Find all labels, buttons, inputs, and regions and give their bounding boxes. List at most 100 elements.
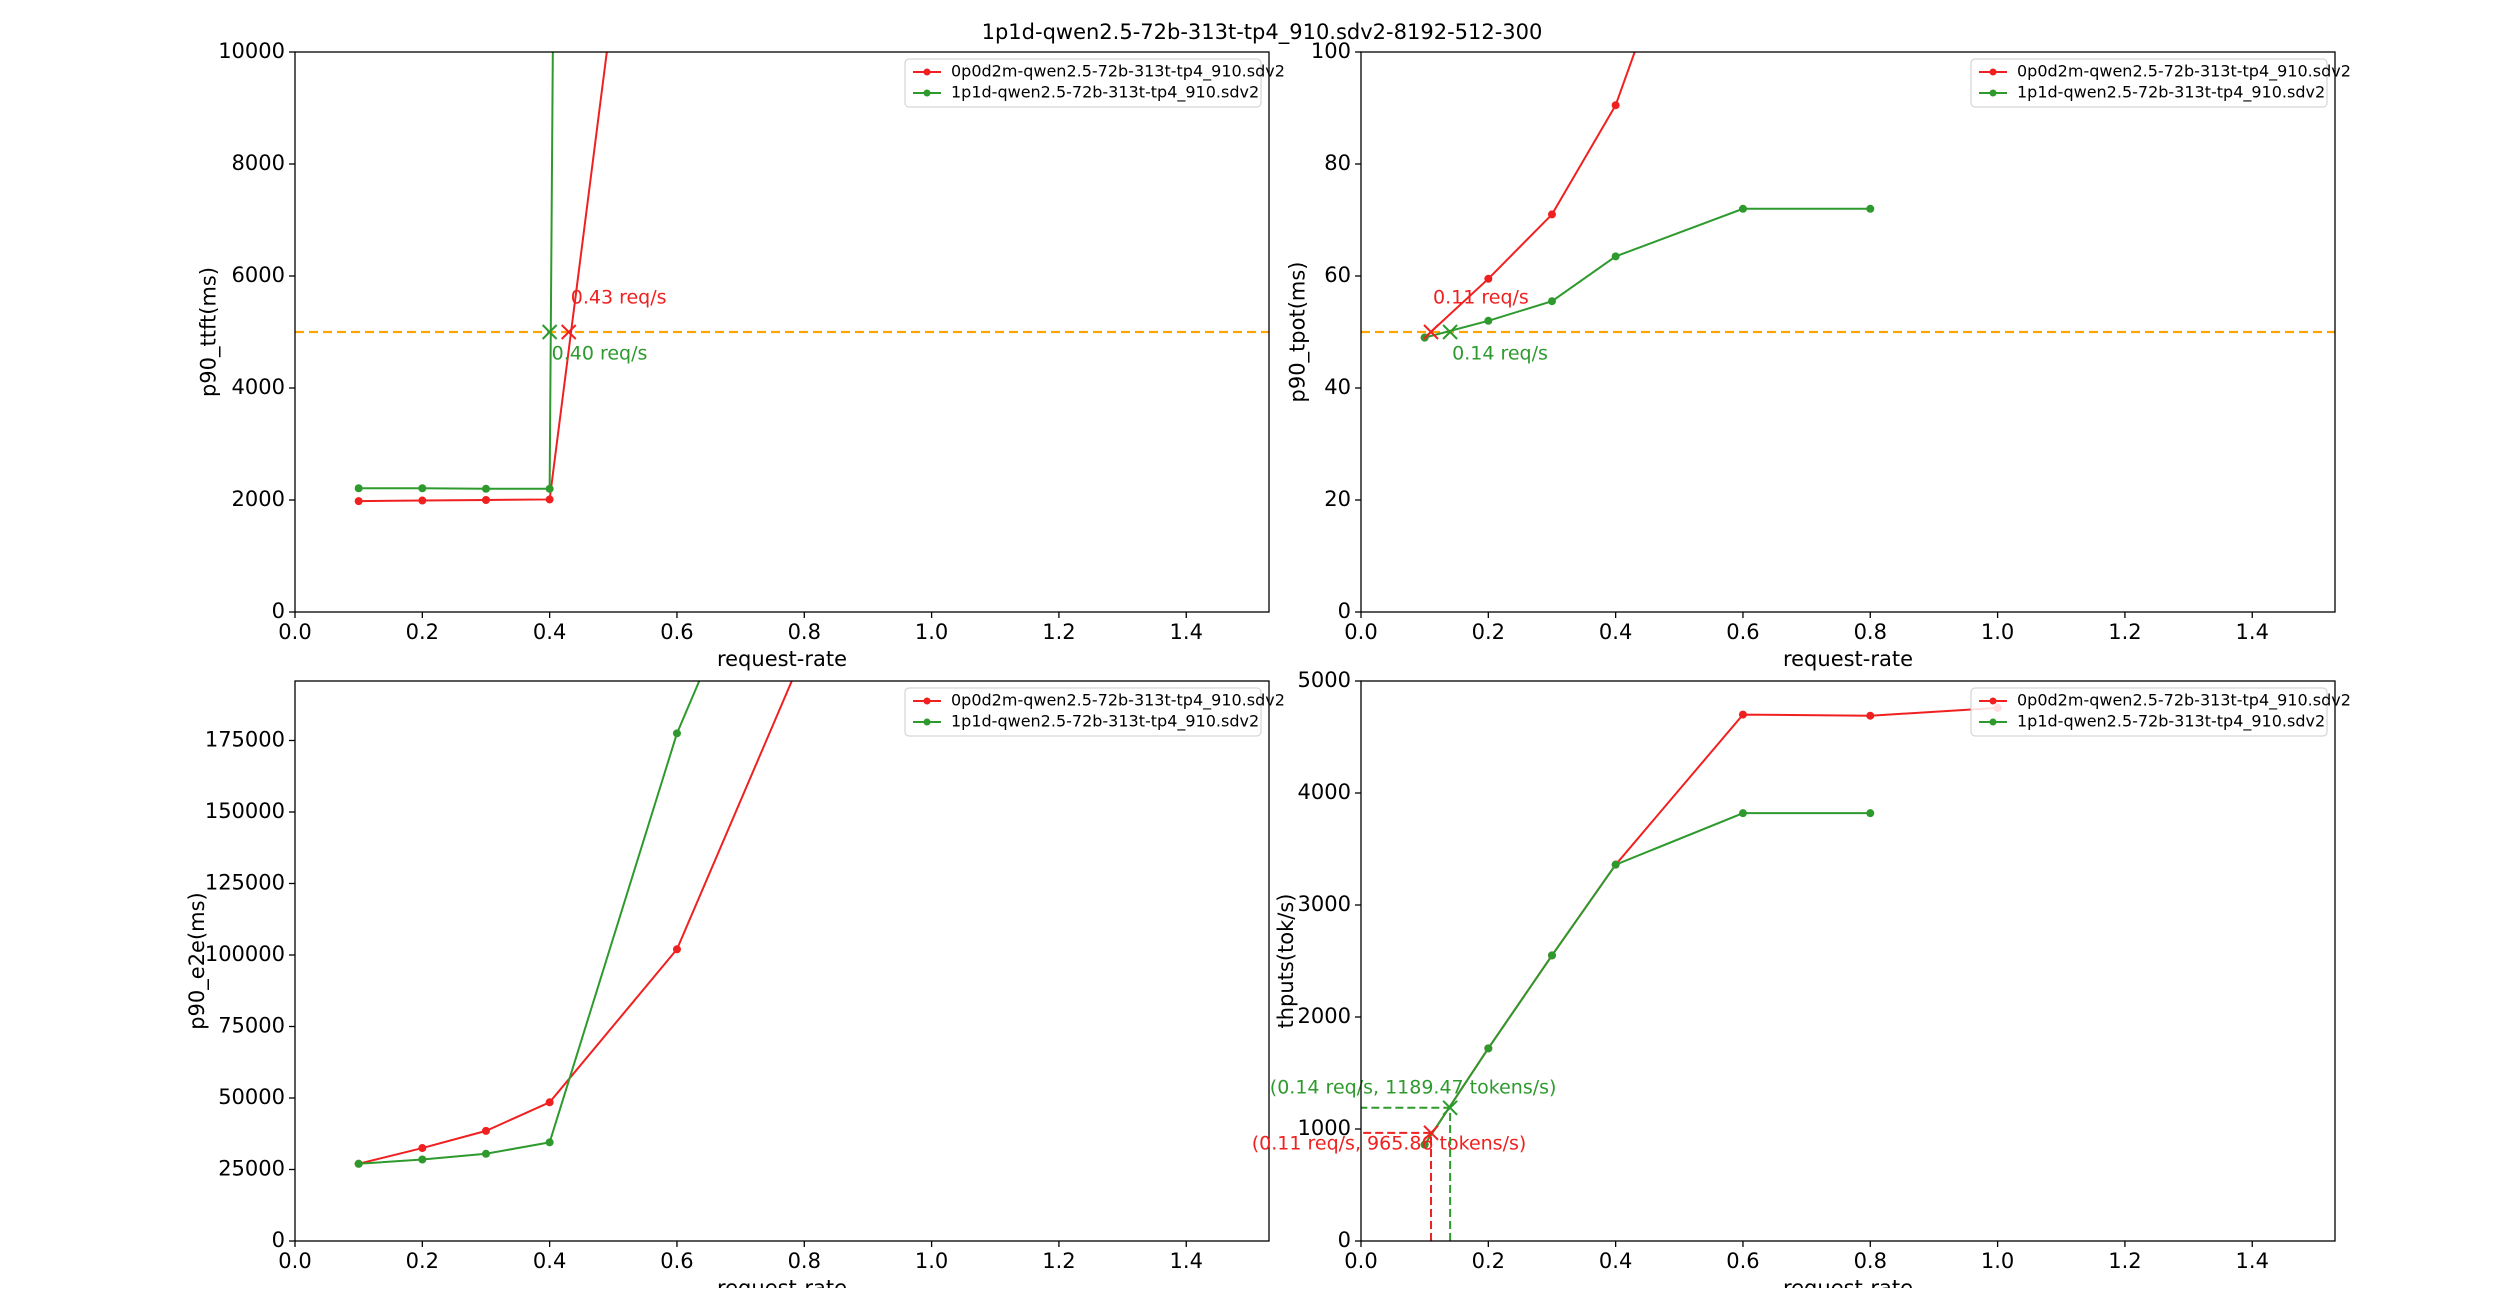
plot-area — [1361, 52, 2335, 342]
y-tick-label: 0 — [272, 1228, 285, 1252]
data-point — [1611, 860, 1620, 869]
axes-frame — [1360, 51, 2336, 613]
data-point — [1738, 710, 1747, 719]
x-tick-label: 0.6 — [1726, 1249, 1759, 1273]
x-tick-label: 1.0 — [1981, 1249, 2014, 1273]
plot-area — [354, 681, 793, 1168]
y-tick-label: 0 — [1338, 1228, 1351, 1252]
data-point — [418, 496, 427, 505]
data-point — [1866, 204, 1875, 213]
x-tick-label: 0.4 — [1599, 1249, 1632, 1273]
data-point — [545, 1098, 554, 1107]
series-line — [1423, 812, 1871, 1146]
crossing-marker — [1423, 324, 1439, 340]
y-tick-label: 100000 — [205, 942, 285, 966]
legend-box — [904, 687, 1262, 737]
x-tick-label: 1.4 — [2236, 620, 2269, 644]
x-tick-label: 0.6 — [660, 1249, 693, 1273]
data-point — [1547, 297, 1556, 306]
x-tick-label: 0.4 — [1599, 620, 1632, 644]
x-tick-label: 0.6 — [1726, 620, 1759, 644]
legend-label: 1p1d-qwen2.5-72b-313t-tp4_910.sdv2 — [2017, 712, 2325, 732]
x-tick-label: 0.8 — [788, 1249, 821, 1273]
x-tick-label: 0.0 — [278, 1249, 311, 1273]
y-axis-label: p90_ttft(ms) — [197, 267, 222, 397]
y-tick-label: 0 — [1338, 599, 1351, 623]
legend-marker — [923, 68, 931, 76]
x-tick-label: 1.2 — [1042, 1249, 1075, 1273]
y-tick-label: 3000 — [1298, 892, 1351, 916]
x-axis-label: request-rate — [1783, 647, 1913, 671]
legend-marker — [923, 697, 931, 705]
x-tick-label: 1.2 — [2108, 1249, 2141, 1273]
subplot: 0.0 0.2 0.4 0.6 0.8 1.0 1.2 1.4 0 25000 50000 75000… — [185, 680, 1285, 1292]
y-tick-label: 1000 — [1298, 1116, 1351, 1140]
legend-label: 1p1d-qwen2.5-72b-313t-tp4_910.sdv2 — [951, 712, 1259, 732]
y-axis-label: thputs(tok/s) — [1274, 893, 1298, 1028]
y-tick-label: 50000 — [218, 1085, 285, 1109]
annotation: 0.40 req/s — [552, 343, 648, 365]
y-tick-label: 100 — [1311, 39, 1351, 63]
x-tick-label: 0.2 — [1472, 1249, 1505, 1273]
data-point — [545, 495, 554, 504]
x-tick-label: 1.0 — [915, 1249, 948, 1273]
annotation: 0.43 req/s — [571, 287, 667, 309]
legend-marker — [923, 718, 931, 726]
legend-label: 0p0d2m-qwen2.5-72b-313t-tp4_910.sdv2 — [951, 691, 1285, 711]
x-tick-label: 0.0 — [1344, 1249, 1377, 1273]
y-tick-label: 40 — [1324, 375, 1351, 399]
legend-label: 1p1d-qwen2.5-72b-313t-tp4_910.sdv2 — [2017, 83, 2325, 103]
y-tick-label: 80 — [1324, 151, 1351, 175]
subplot: 0.0 0.2 0.4 0.6 0.8 1.0 1.2 1.4 0 2000 4000 6000 800… — [197, 39, 1285, 671]
x-tick-label: 1.4 — [1170, 1249, 1203, 1273]
data-point — [1866, 711, 1875, 720]
annotation: 0.11 req/s — [1433, 287, 1529, 309]
legend-marker — [923, 89, 931, 97]
data-point — [1484, 1044, 1493, 1053]
axes-frame — [294, 51, 1270, 613]
y-tick-label: 2000 — [1298, 1004, 1351, 1028]
x-tick-label: 1.2 — [1042, 620, 1075, 644]
axes-frame — [1360, 680, 2336, 1242]
crossing-marker — [1442, 1100, 1458, 1116]
x-tick-label: 1.0 — [915, 620, 948, 644]
x-tick-label: 0.2 — [1472, 620, 1505, 644]
series-line — [358, 52, 554, 490]
x-tick-label: 0.4 — [533, 1249, 566, 1273]
x-axis-label: request-rate — [717, 647, 847, 671]
data-point — [1738, 809, 1747, 818]
data-point — [1611, 252, 1620, 261]
y-axis-label: p90_e2e(ms) — [185, 892, 210, 1030]
x-tick-label: 1.2 — [2108, 620, 2141, 644]
legend-label: 1p1d-qwen2.5-72b-313t-tp4_910.sdv2 — [951, 83, 1259, 103]
x-tick-label: 0.0 — [1344, 620, 1377, 644]
legend-label: 0p0d2m-qwen2.5-72b-313t-tp4_910.sdv2 — [2017, 62, 2351, 82]
y-tick-label: 5000 — [1298, 668, 1351, 692]
series-line — [1424, 207, 1871, 339]
legend-box — [904, 58, 1262, 108]
x-axis-label: request-rate — [717, 1276, 847, 1288]
data-point — [1420, 1140, 1429, 1149]
x-tick-label: 0.8 — [1854, 620, 1887, 644]
legend-label: 0p0d2m-qwen2.5-72b-313t-tp4_910.sdv2 — [2017, 691, 2351, 711]
x-axis-label: request-rate — [1783, 1276, 1913, 1288]
figure-title: 1p1d-qwen2.5-72b-313t-tp4_910.sdv2-8192-… — [982, 20, 1543, 45]
crossing-marker — [1442, 324, 1458, 340]
subplot: 0.0 0.2 0.4 0.6 0.8 1.0 1.2 1.4 0 20 40 60 80 100 requ… — [1286, 39, 2351, 671]
legend-marker — [1989, 718, 1997, 726]
data-point — [545, 484, 554, 493]
data-point — [672, 945, 681, 954]
data-point — [354, 484, 363, 493]
legend-marker — [1989, 89, 1997, 97]
data-point — [672, 729, 681, 738]
y-tick-label: 125000 — [205, 870, 285, 894]
legend-marker — [1989, 68, 1997, 76]
x-tick-label: 0.4 — [533, 620, 566, 644]
subplot: 0.0 0.2 0.4 0.6 0.8 1.0 1.2 1.4 0 1000 2000 3000 400… — [1252, 668, 2351, 1292]
data-point — [354, 497, 363, 506]
crossing-marker — [1423, 1125, 1439, 1141]
x-tick-label: 1.4 — [2236, 1249, 2269, 1273]
data-point — [418, 1144, 427, 1153]
x-tick-label: 0.6 — [660, 620, 693, 644]
